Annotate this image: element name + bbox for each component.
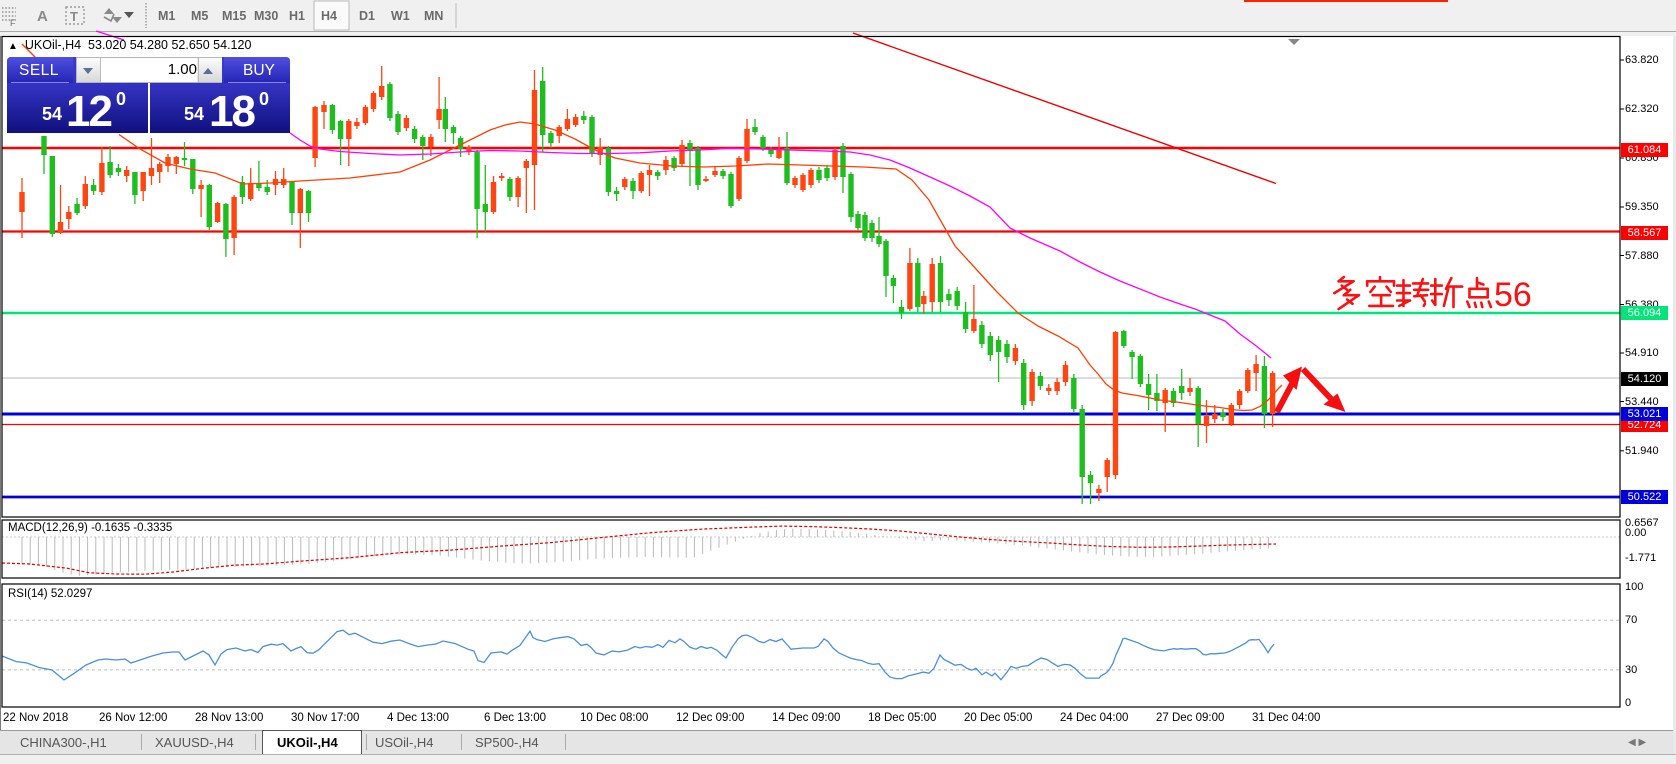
svg-text:56: 56 [1494, 276, 1532, 314]
svg-text:H4: H4 [321, 9, 337, 23]
svg-text:A: A [37, 8, 48, 25]
svg-text:M30: M30 [254, 9, 278, 23]
svg-text:M1: M1 [158, 9, 175, 23]
svg-text:F: F [10, 18, 16, 28]
svg-text:MN: MN [424, 9, 443, 23]
svg-text:T: T [70, 9, 78, 24]
svg-text:W1: W1 [391, 9, 410, 23]
svg-text:D1: D1 [359, 9, 375, 23]
svg-text:M15: M15 [222, 9, 246, 23]
svg-text:H1: H1 [289, 9, 305, 23]
svg-text:M5: M5 [191, 9, 208, 23]
